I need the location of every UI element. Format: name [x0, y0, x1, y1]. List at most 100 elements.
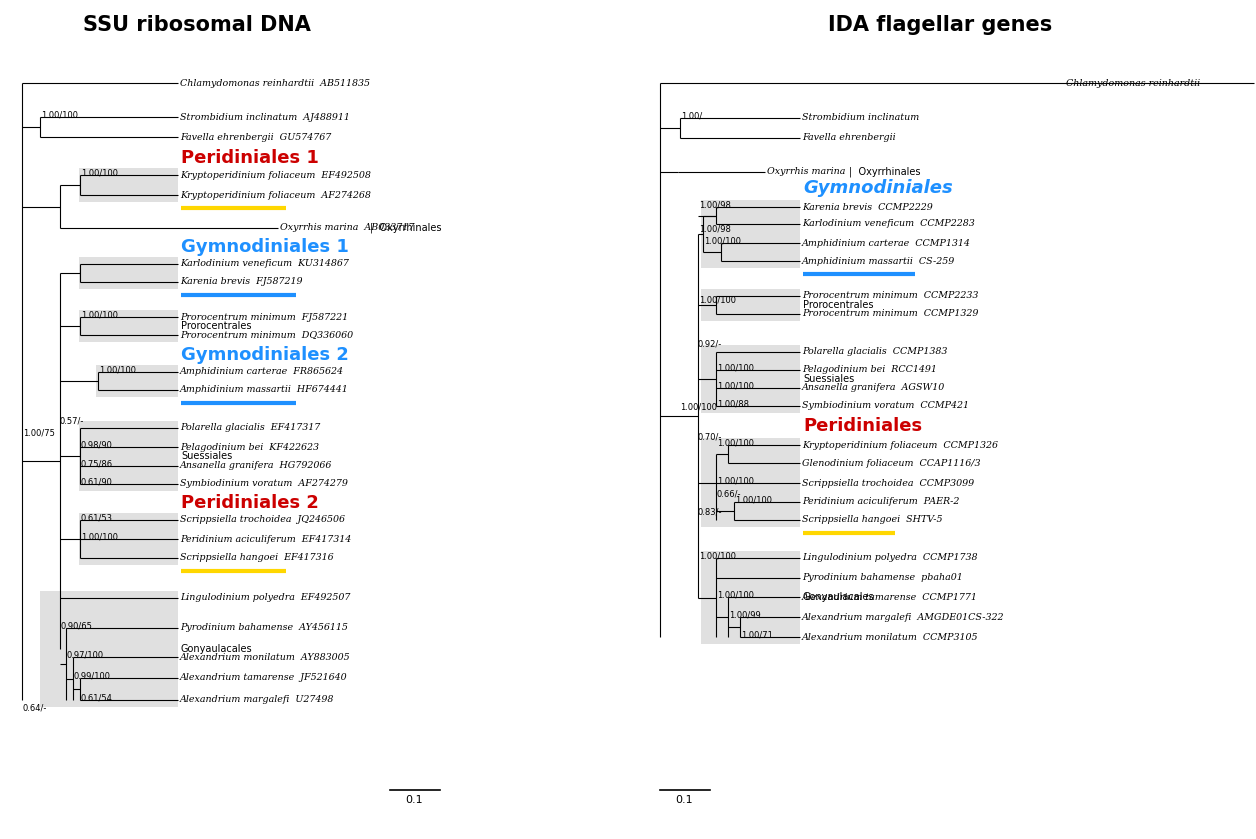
Bar	[701, 345, 800, 413]
Text: Amphidinium massartii  CS-259: Amphidinium massartii CS-259	[803, 257, 956, 265]
Text: 0.70/-: 0.70/-	[698, 432, 722, 441]
Text: Peridinium aciculiferum  PAER-2: Peridinium aciculiferum PAER-2	[803, 498, 960, 507]
Text: 1.00/100: 1.00/100	[41, 111, 78, 119]
Text: Gymnodiniales 2: Gymnodiniales 2	[181, 346, 349, 364]
Text: 1.00/100: 1.00/100	[717, 382, 754, 390]
Text: Lingulodinium polyedra  EF492507: Lingulodinium polyedra EF492507	[180, 593, 350, 602]
Text: 0.90/65: 0.90/65	[62, 622, 93, 630]
Text: Amphidinium carterae  CCMP1314: Amphidinium carterae CCMP1314	[803, 238, 971, 248]
Text: 0.98/90: 0.98/90	[80, 440, 113, 450]
Text: 1.00/100: 1.00/100	[717, 591, 754, 600]
Text: 0.64/-: 0.64/-	[23, 703, 48, 712]
Text: Lingulodinium polyedra  CCMP1738: Lingulodinium polyedra CCMP1738	[803, 554, 977, 562]
Text: Amphidinium carterae  FR865624: Amphidinium carterae FR865624	[180, 367, 344, 377]
Text: Chlamydomonas reinhardtii: Chlamydomonas reinhardtii	[1066, 79, 1199, 87]
Text: Oxyrrhis marina: Oxyrrhis marina	[767, 168, 845, 176]
Bar	[79, 421, 178, 491]
Text: 1.00/88: 1.00/88	[717, 399, 749, 409]
Text: Favella ehrenbergii  GU574767: Favella ehrenbergii GU574767	[180, 133, 332, 142]
Text: Karenia brevis  CCMP2229: Karenia brevis CCMP2229	[803, 202, 933, 211]
Bar	[79, 168, 178, 202]
Bar	[701, 438, 800, 527]
Text: 0.57/-: 0.57/-	[60, 416, 84, 425]
Bar	[701, 200, 800, 268]
Text: Prorocentrum minimum  CCMP1329: Prorocentrum minimum CCMP1329	[803, 310, 978, 319]
Text: Strombidium inclinatum: Strombidium inclinatum	[803, 113, 919, 122]
Text: 1.00/100: 1.00/100	[679, 403, 717, 412]
Text: Scrippsiella hangoei  SHTV-5: Scrippsiella hangoei SHTV-5	[803, 515, 942, 524]
Text: Polarella glacialis  EF417317: Polarella glacialis EF417317	[180, 424, 320, 432]
Text: 1.00/100: 1.00/100	[717, 439, 754, 447]
Text: 0.75/86: 0.75/86	[80, 460, 113, 468]
Text: Scrippsiella trochoidea  JQ246506: Scrippsiella trochoidea JQ246506	[180, 515, 345, 524]
Text: Prorocentrum minimum  CCMP2233: Prorocentrum minimum CCMP2233	[803, 291, 978, 300]
Text: 1.00/98: 1.00/98	[700, 225, 731, 233]
Text: Karlodinium veneficum  CCMP2283: Karlodinium veneficum CCMP2283	[803, 220, 975, 228]
Text: Alexandrium tamarense  JF521640: Alexandrium tamarense JF521640	[180, 674, 348, 682]
Text: 1.00/100: 1.00/100	[735, 496, 772, 504]
Text: 0.61/90: 0.61/90	[80, 477, 113, 487]
Text: Scrippsiella hangoei  EF417316: Scrippsiella hangoei EF417316	[180, 554, 334, 562]
Text: 0.97/100: 0.97/100	[67, 650, 104, 659]
Text: Pyrodinium bahamense  pbaha01: Pyrodinium bahamense pbaha01	[803, 574, 963, 582]
Text: IDA flagellar genes: IDA flagellar genes	[828, 15, 1053, 35]
Text: Suessiales: Suessiales	[803, 374, 854, 384]
Text: 1.00/: 1.00/	[681, 112, 702, 121]
Text: Alexandrium monilatum  CCMP3105: Alexandrium monilatum CCMP3105	[803, 633, 978, 642]
Text: 0.83/-: 0.83/-	[698, 508, 722, 517]
Text: Peridiniales 1: Peridiniales 1	[181, 149, 319, 167]
Text: 1.00/100: 1.00/100	[99, 366, 136, 374]
Text: Strombidium inclinatum  AJ488911: Strombidium inclinatum AJ488911	[180, 112, 350, 122]
Text: Prorocentrum minimum  DQ336060: Prorocentrum minimum DQ336060	[180, 331, 353, 340]
Text: 0.1: 0.1	[404, 795, 422, 805]
Text: Kryptoperidinium foliaceum  CCMP1326: Kryptoperidinium foliaceum CCMP1326	[803, 440, 999, 450]
Text: 0.66/-: 0.66/-	[717, 489, 741, 498]
Text: Gonyaulacales: Gonyaulacales	[803, 592, 874, 602]
Text: Gonyaulacales: Gonyaulacales	[181, 644, 252, 654]
Text: Pyrodinium bahamense  AY456115: Pyrodinium bahamense AY456115	[180, 623, 348, 633]
Text: Prorocentrales: Prorocentrales	[181, 321, 251, 331]
Bar	[79, 257, 178, 289]
Text: Prorocentrum minimum  FJ587221: Prorocentrum minimum FJ587221	[180, 312, 348, 321]
Bar	[701, 551, 800, 644]
Text: Ansanella granifera  HG792066: Ansanella granifera HG792066	[180, 461, 333, 471]
Text: Polarella glacialis  CCMP1383: Polarella glacialis CCMP1383	[803, 347, 947, 357]
Text: Glenodinium foliaceum  CCAP1116/3: Glenodinium foliaceum CCAP1116/3	[803, 458, 981, 467]
Text: 0.92/-: 0.92/-	[698, 340, 722, 348]
Text: Favella ehrenbergii: Favella ehrenbergii	[803, 133, 896, 143]
Text: Peridiniales: Peridiniales	[803, 417, 922, 435]
Text: Symbiodinium voratum  CCMP421: Symbiodinium voratum CCMP421	[803, 402, 968, 410]
Text: 1.00/100: 1.00/100	[705, 237, 741, 246]
Text: Karlodinium veneficum  KU314867: Karlodinium veneficum KU314867	[180, 259, 349, 268]
Text: Karenia brevis  FJ587219: Karenia brevis FJ587219	[180, 278, 303, 286]
Text: Gymnodiniales 1: Gymnodiniales 1	[181, 238, 349, 256]
Text: 1.00/100: 1.00/100	[80, 533, 118, 541]
Text: Chlamydomonas reinhardtii  AB511835: Chlamydomonas reinhardtii AB511835	[180, 79, 371, 87]
Text: 1.00/100: 1.00/100	[700, 551, 736, 560]
Text: 1.00/75: 1.00/75	[23, 429, 55, 437]
Text: 1.00/100: 1.00/100	[717, 477, 754, 486]
Text: SSU ribosomal DNA: SSU ribosomal DNA	[83, 15, 311, 35]
Bar	[95, 365, 178, 397]
Text: Amphidinium massartii  HF674441: Amphidinium massartii HF674441	[180, 385, 349, 394]
Bar	[79, 310, 178, 342]
Bar	[79, 513, 178, 565]
Text: Alexandrium monilatum  AY883005: Alexandrium monilatum AY883005	[180, 653, 350, 661]
Text: 1.00/99: 1.00/99	[728, 611, 761, 619]
Text: Oxyrrhis marina  AB033717: Oxyrrhis marina AB033717	[280, 223, 414, 232]
Text: Peridinium aciculiferum  EF417314: Peridinium aciculiferum EF417314	[180, 534, 352, 544]
Bar	[40, 591, 178, 707]
Text: 1.00/71: 1.00/71	[741, 630, 772, 639]
Bar	[701, 289, 800, 321]
Text: 0.61/53: 0.61/53	[80, 513, 113, 523]
Text: Alexandrium tamarense  CCMP1771: Alexandrium tamarense CCMP1771	[803, 592, 978, 602]
Text: Symbiodinium voratum  AF274279: Symbiodinium voratum AF274279	[180, 480, 348, 488]
Text: Alexandrium margalefi  AMGDE01CS-322: Alexandrium margalefi AMGDE01CS-322	[803, 612, 1005, 622]
Text: 1.00/100: 1.00/100	[80, 310, 118, 320]
Text: |  Oxyrrhinales: | Oxyrrhinales	[849, 167, 921, 177]
Text: Kryptoperidinium foliaceum  EF492508: Kryptoperidinium foliaceum EF492508	[180, 170, 371, 180]
Text: 0.61/54: 0.61/54	[80, 694, 113, 702]
Text: Scrippsiella trochoidea  CCMP3099: Scrippsiella trochoidea CCMP3099	[803, 478, 975, 487]
Text: Gymnodiniales: Gymnodiniales	[803, 179, 953, 197]
Text: 0.99/100: 0.99/100	[74, 671, 111, 680]
